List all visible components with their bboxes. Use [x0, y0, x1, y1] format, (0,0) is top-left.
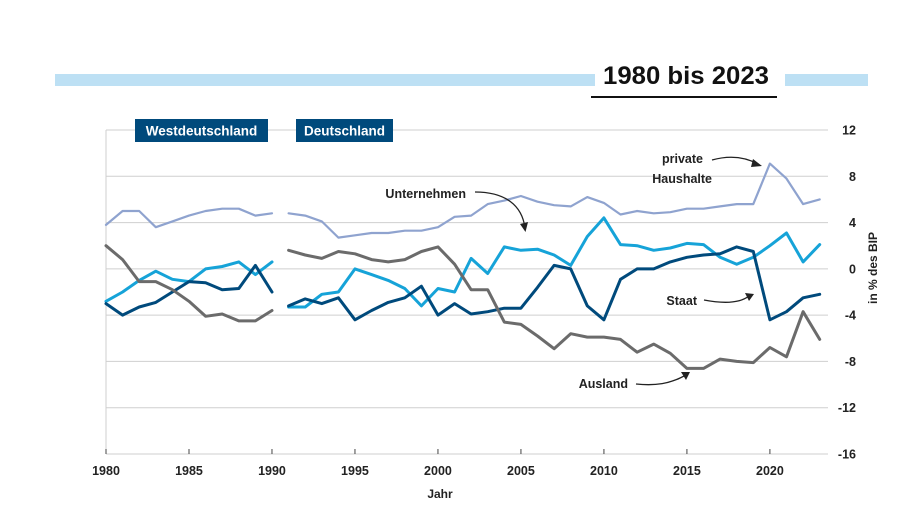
series-line-ausland: [287, 245, 822, 370]
arrowhead-private: [751, 159, 762, 167]
x-tick-label: 2015: [673, 464, 701, 478]
period-box-westdeutschland: [135, 119, 268, 142]
y-tick-label: 4: [849, 216, 856, 230]
x-tick-label: 1980: [92, 464, 120, 478]
x-tick-label: 2000: [424, 464, 452, 478]
series-line-private: [104, 207, 274, 229]
y-tick-label: 8: [849, 170, 856, 184]
y-tick-label: 0: [849, 262, 856, 276]
series-line-staat: [104, 263, 274, 317]
series-lines: [104, 162, 822, 370]
series-line-ausland: [104, 244, 274, 323]
arrowhead-unternehmen: [520, 222, 528, 232]
x-tick-labels: 1980 1985 1990 1995 2000 2005 2010 2015 2020: [92, 449, 784, 478]
x-tick-label: 2010: [590, 464, 618, 478]
arrow-ausland: [635, 374, 687, 386]
arrow-staat: [703, 295, 750, 303]
annotation-ausland: Ausland: [579, 377, 628, 391]
x-tick-label: 2020: [756, 464, 784, 478]
x-tick-label: 1985: [175, 464, 203, 478]
y-tick-label: 12: [842, 124, 856, 138]
annotation-private-line1: private: [662, 152, 703, 166]
arrowhead-staat: [745, 293, 754, 301]
header-band-right: [785, 74, 868, 86]
series-line-unternehmen: [287, 216, 822, 309]
annotation-private-line2: Haushalte: [652, 172, 712, 186]
arrow-private: [711, 156, 759, 165]
gridlines: [105, 129, 828, 455]
period-label-westdeutschland: Westdeutschland: [146, 124, 258, 139]
series-unternehmen: [104, 216, 822, 309]
series-line-staat: [287, 245, 822, 322]
series-ausland: [104, 244, 822, 370]
chart-title: 1980 bis 2023: [603, 62, 769, 90]
period-box-deutschland: [296, 119, 393, 142]
y-tick-label: -8: [845, 355, 856, 369]
arrow-unternehmen: [474, 191, 526, 229]
annotation-unternehmen: Unternehmen: [385, 187, 466, 201]
y-tick-labels: 12 8 4 0 -4 -8 -12 -16: [838, 124, 856, 462]
x-tick-label: 1995: [341, 464, 369, 478]
y-tick-label: -12: [838, 401, 856, 415]
annotation-staat: Staat: [666, 294, 697, 308]
arrowhead-ausland: [681, 372, 690, 380]
series-staat: [104, 245, 822, 322]
x-tick-label: 2005: [507, 464, 535, 478]
header-band-left: [55, 74, 595, 86]
x-axis-title: Jahr: [427, 487, 453, 501]
x-tick-label: 1990: [258, 464, 286, 478]
y-axis-title: in % des BIP: [866, 232, 880, 304]
series-line-private: [287, 162, 821, 239]
y-tick-label: -16: [838, 448, 856, 462]
y-tick-label: -4: [845, 309, 856, 323]
period-label-deutschland: Deutschland: [304, 124, 385, 139]
series-private: [104, 162, 821, 239]
